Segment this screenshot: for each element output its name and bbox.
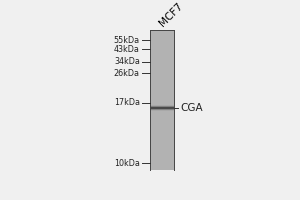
Text: CGA: CGA [181, 103, 203, 113]
Text: 43kDa: 43kDa [114, 45, 140, 54]
Text: MCF7: MCF7 [157, 1, 184, 29]
Text: 55kDa: 55kDa [114, 36, 140, 45]
Text: 26kDa: 26kDa [114, 69, 140, 78]
Text: 17kDa: 17kDa [114, 98, 140, 107]
Text: 34kDa: 34kDa [114, 57, 140, 66]
Text: 10kDa: 10kDa [114, 159, 140, 168]
